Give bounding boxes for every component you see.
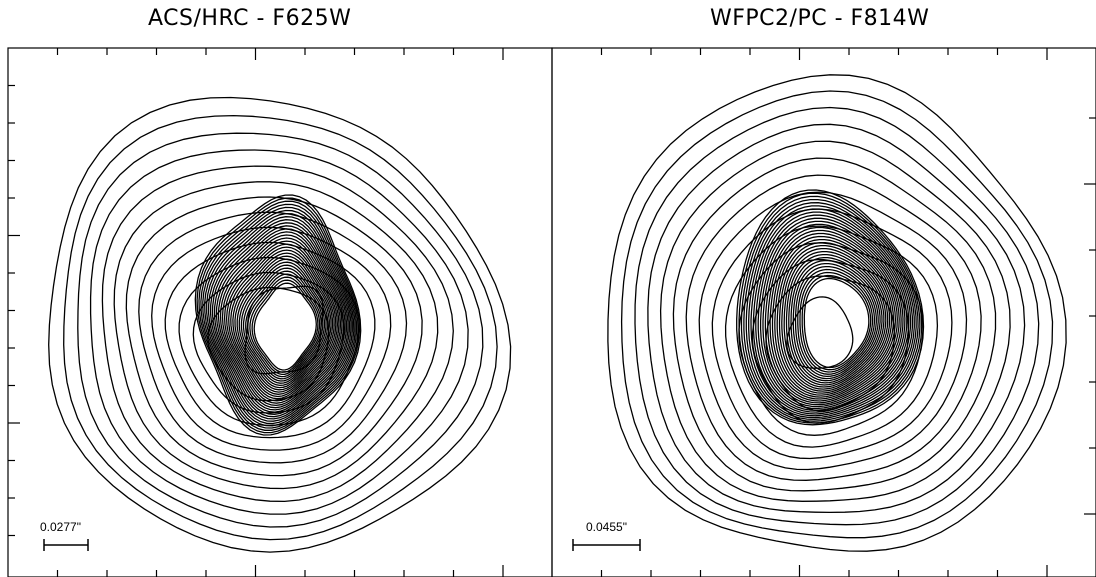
contour-line — [634, 106, 1040, 526]
contour-line — [223, 240, 340, 402]
contour-line — [776, 241, 893, 394]
left-contours — [48, 96, 512, 553]
contour-line — [198, 200, 359, 431]
contour-line — [803, 277, 870, 369]
contour-line — [151, 226, 392, 451]
contour-line — [698, 191, 968, 471]
contour-line — [48, 96, 512, 553]
contour-line — [245, 270, 324, 380]
left-scale-label: 0.0277" — [40, 520, 81, 534]
contour-line — [194, 194, 362, 436]
contour-line — [757, 217, 908, 410]
contour-line — [774, 238, 895, 396]
contour-line — [211, 222, 349, 416]
right-scale-label: 0.0455" — [586, 520, 627, 534]
contour-line — [755, 214, 910, 411]
contour-line — [138, 211, 408, 464]
contour-line — [240, 264, 327, 384]
contour-line — [769, 232, 898, 400]
contour-line — [125, 196, 423, 477]
contour-line — [236, 258, 330, 389]
contour-line — [251, 279, 319, 373]
contour-line — [204, 209, 355, 425]
contour-line — [209, 219, 351, 418]
contour-line — [620, 90, 1054, 539]
contour-line — [113, 181, 439, 490]
contour-line — [748, 205, 915, 417]
contour-line — [230, 249, 335, 395]
contour-line — [659, 140, 1011, 502]
contour-line — [219, 234, 343, 407]
contour-line — [101, 165, 454, 503]
contour-line — [786, 296, 854, 369]
contour-line — [647, 123, 1026, 514]
contour-line — [740, 195, 921, 422]
contour-line — [244, 285, 324, 375]
contour-line — [672, 157, 997, 492]
contour-line — [778, 244, 891, 392]
contour-line — [792, 262, 879, 380]
left-panel-frame — [7, 47, 553, 577]
contour-line — [788, 256, 883, 384]
contour-line — [221, 237, 342, 404]
contour-line — [685, 174, 982, 481]
contour-line — [234, 255, 332, 391]
contour-line — [607, 74, 1067, 552]
contour-line — [790, 259, 881, 382]
contour-line — [215, 228, 346, 411]
contour-line — [752, 211, 912, 413]
contour-line — [781, 247, 889, 390]
contour-line — [206, 212, 353, 422]
contour-line — [762, 223, 904, 406]
contour-line — [738, 242, 924, 436]
contour-line — [63, 114, 498, 541]
contour-line — [225, 243, 339, 400]
contour-line — [750, 208, 914, 415]
contour-line — [736, 189, 925, 426]
contour-line — [759, 220, 906, 408]
right-scale-bar: 0.0455" — [572, 520, 641, 551]
contour-line — [767, 229, 900, 402]
contour-line — [217, 231, 345, 409]
contour-line — [249, 276, 321, 376]
contour-line — [764, 226, 902, 404]
contour-line — [801, 274, 872, 371]
contour-line — [253, 282, 317, 371]
contour-line — [745, 202, 917, 419]
contour-line — [89, 149, 469, 515]
panel-title-wfpc2-pc: WFPC2/PC - F814W — [710, 6, 930, 31]
contour-line — [799, 271, 874, 373]
contour-line — [196, 197, 361, 434]
right-panel-frame — [551, 47, 1096, 577]
left-scale-bar: 0.0277" — [40, 520, 89, 551]
contour-line — [794, 265, 877, 378]
contour-line — [207, 216, 352, 420]
contour-line — [711, 208, 953, 460]
contour-line — [738, 192, 923, 424]
contour-line — [783, 250, 887, 388]
contour-line — [771, 235, 897, 398]
contour-line — [232, 252, 334, 393]
contour-line — [200, 203, 358, 429]
contour-line — [785, 253, 885, 386]
contour-line — [164, 241, 376, 439]
contour-line — [797, 268, 876, 375]
contour-line — [77, 132, 484, 528]
right-contours — [607, 74, 1067, 552]
panel-title-acs-hrc: ACS/HRC - F625W — [148, 6, 352, 31]
contour-line — [202, 206, 356, 427]
contour-line — [238, 261, 329, 387]
contour-line — [228, 246, 337, 398]
contour-line — [213, 225, 348, 413]
contour-line — [743, 198, 919, 421]
